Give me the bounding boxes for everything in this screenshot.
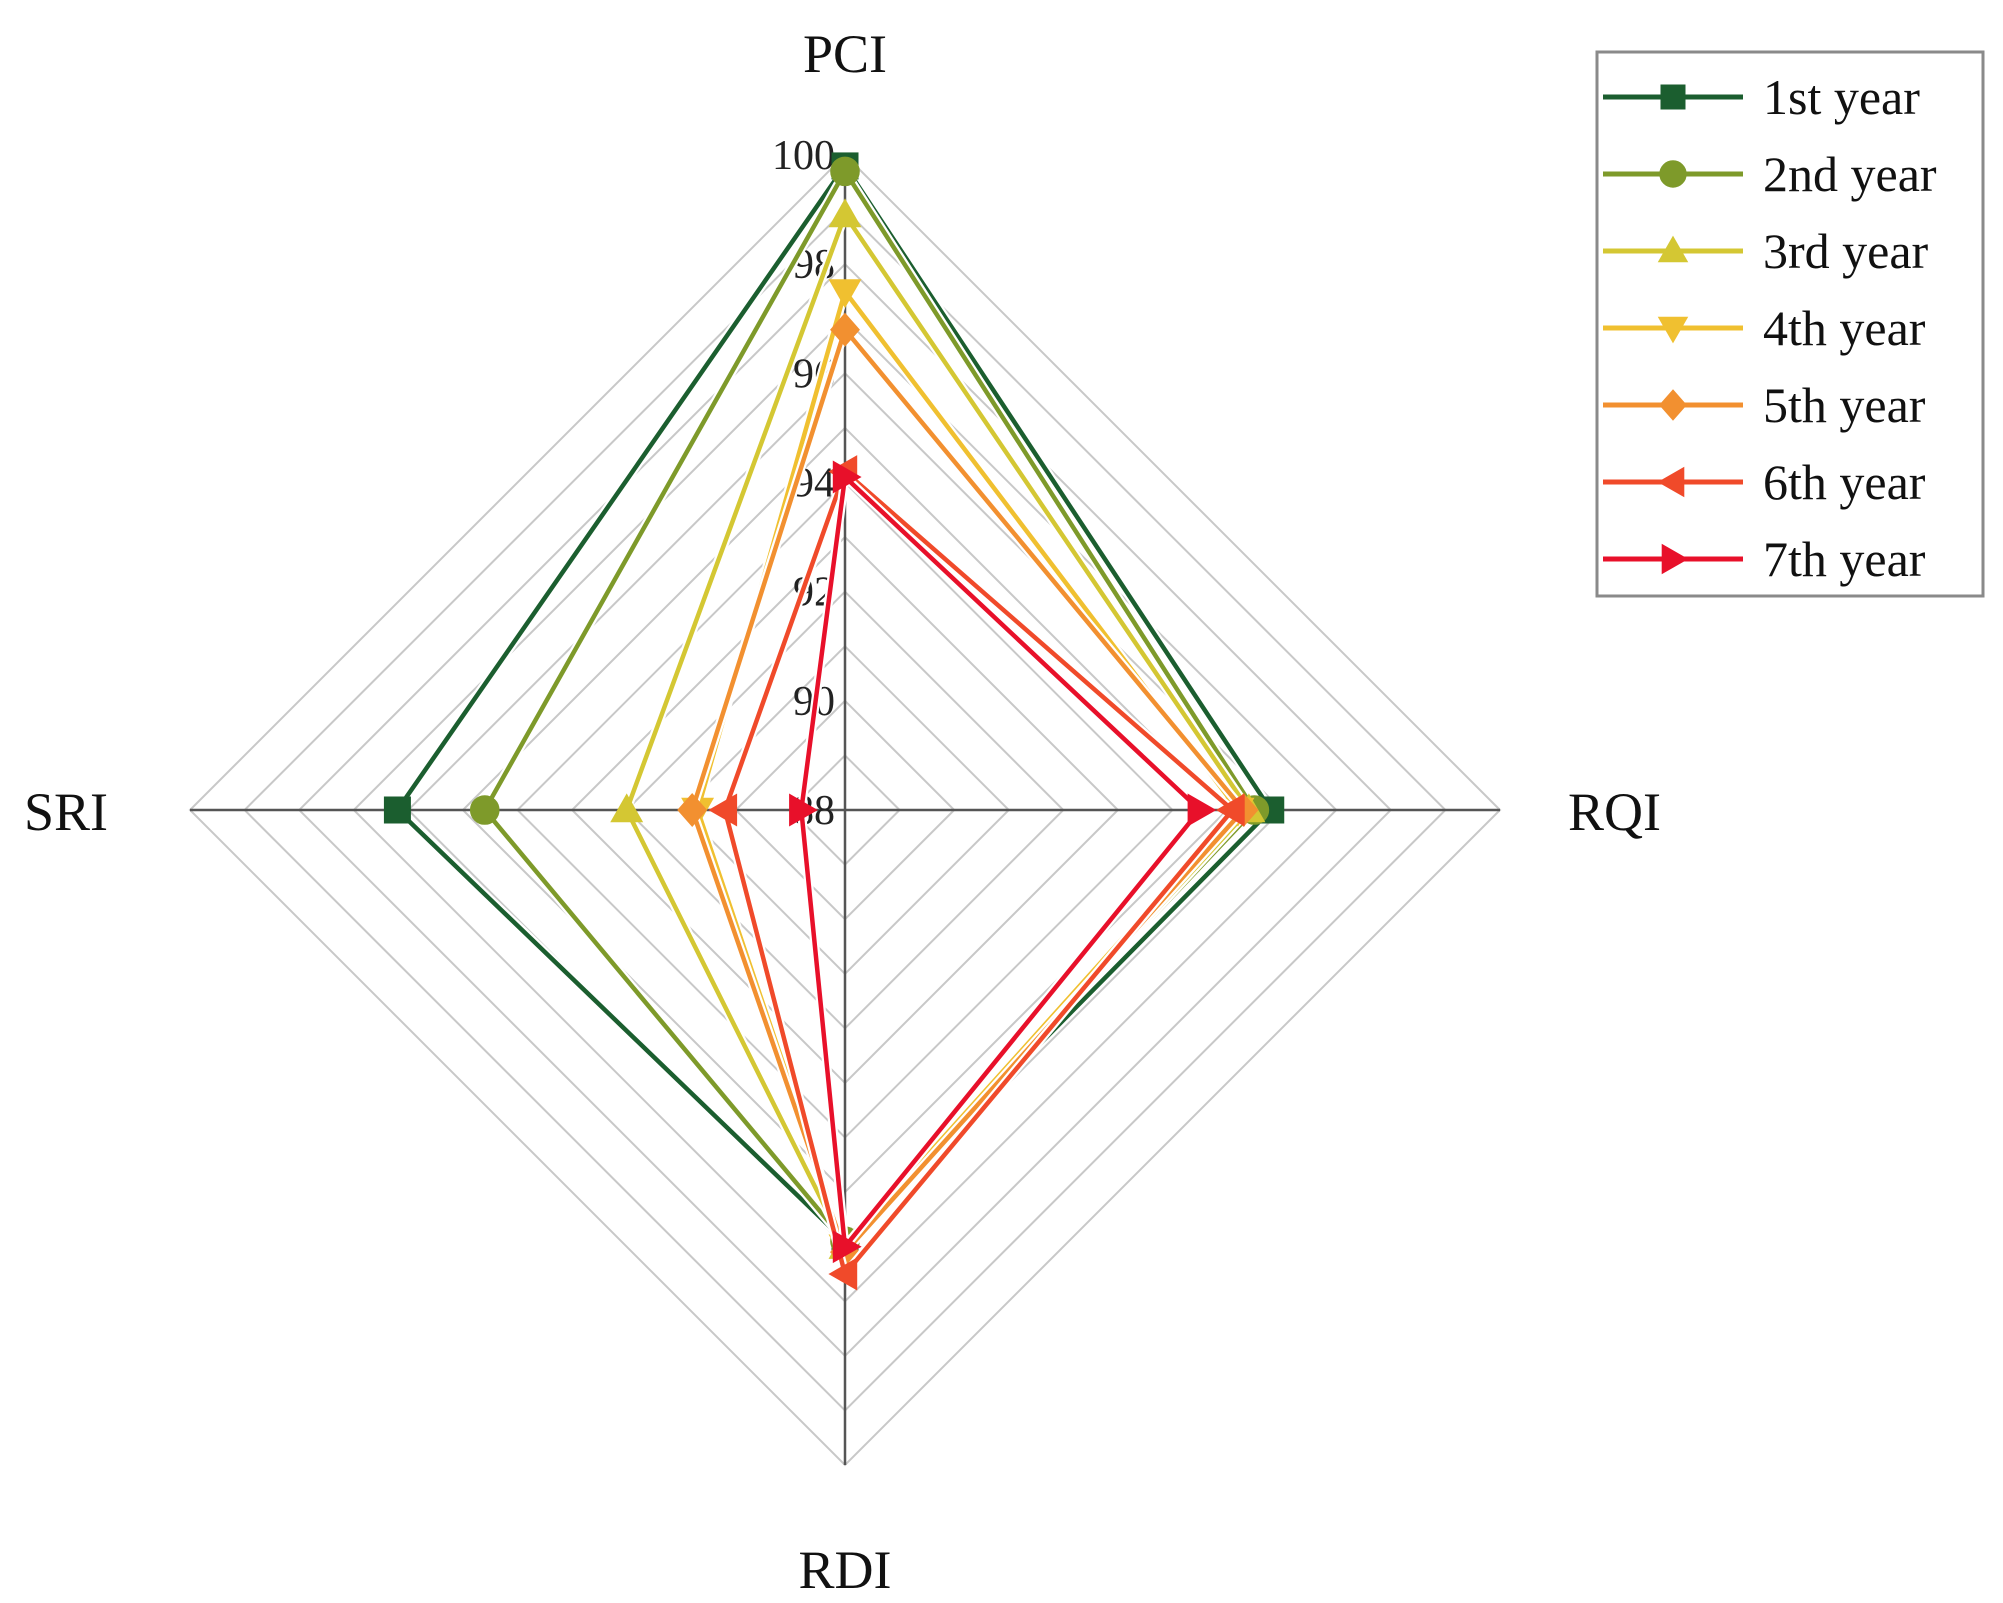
axis-label-pci: PCI — [803, 24, 887, 84]
legend: 1st year 2nd year 3rd year 4th year 5th year… — [1595, 50, 1985, 598]
legend-entry: 6th year — [1763, 454, 1926, 510]
data-point — [383, 796, 411, 824]
legend-marker — [1659, 160, 1687, 188]
series-outline-halo — [480, 166, 1259, 1246]
series-line — [799, 474, 1203, 1249]
series-7 — [789, 460, 1217, 1264]
data-point — [828, 1257, 858, 1291]
legend-marker — [1661, 543, 1689, 575]
data-point — [469, 795, 500, 825]
data-point — [1187, 793, 1217, 827]
data-point — [832, 1230, 862, 1264]
axis-label-rqi: RQI — [1568, 782, 1661, 842]
radar-series — [383, 152, 1285, 1291]
legend-marker — [1659, 389, 1687, 421]
axis-label-sri: SRI — [24, 782, 108, 842]
legend-entry: 3rd year — [1763, 223, 1929, 279]
tick-label: 100 — [772, 133, 835, 179]
data-point — [789, 793, 818, 827]
data-point — [677, 793, 708, 828]
series-outline-halo — [796, 472, 1205, 1252]
legend-marker — [1660, 84, 1686, 110]
legend-entry: 5th year — [1763, 377, 1926, 433]
legend-entry: 2nd year — [1763, 146, 1937, 202]
series-line — [482, 169, 1257, 1244]
legend-entry: 7th year — [1763, 531, 1926, 587]
data-point — [1215, 793, 1245, 827]
data-point — [830, 156, 860, 187]
legend-marker — [1657, 235, 1689, 263]
radar-axis-labels: PCI RQI RDI SRI — [24, 24, 1661, 1600]
data-point — [828, 198, 862, 228]
data-point — [708, 793, 738, 827]
legend-frame — [1595, 50, 1985, 598]
legend-entry: 4th year — [1763, 300, 1926, 356]
legend-marker — [1657, 466, 1685, 498]
data-point — [610, 793, 644, 823]
data-point — [828, 279, 862, 309]
data-point — [832, 460, 862, 494]
legend-entry: 1st year — [1763, 69, 1920, 125]
legend-marker — [1657, 316, 1689, 344]
axis-label-rdi: RDI — [799, 1540, 892, 1600]
data-point — [830, 312, 860, 347]
